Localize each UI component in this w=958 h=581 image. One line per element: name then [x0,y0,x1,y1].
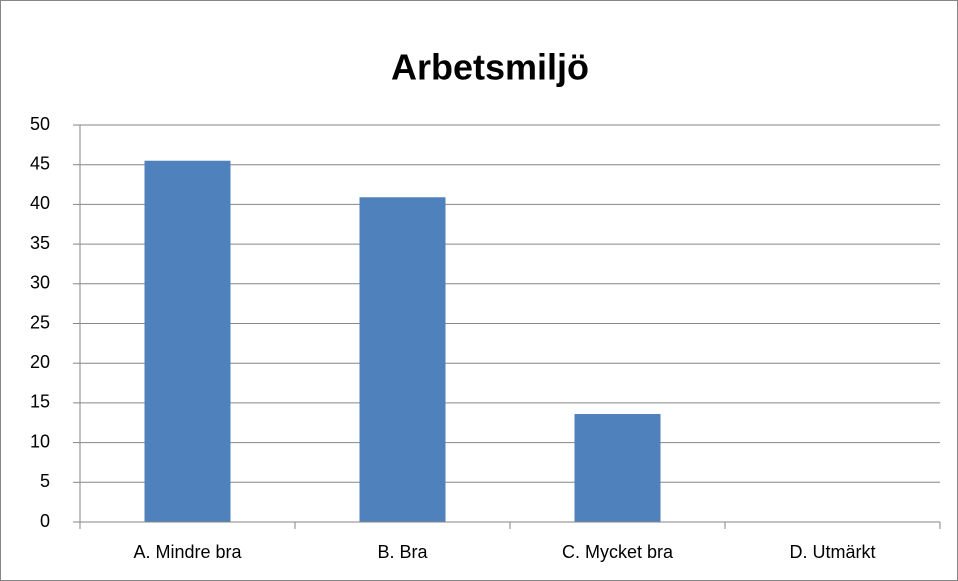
bar [359,197,446,522]
y-tick-label: 0 [40,511,50,531]
x-tick-label: C. Mycket bra [562,542,674,562]
x-tick-label: D. Utmärkt [789,542,875,562]
chart-title: Arbetsmiljö [391,47,589,88]
bar [574,414,661,522]
y-tick-label: 10 [30,431,50,451]
y-tick-label: 25 [30,312,50,332]
bar [144,160,231,523]
y-tick-label: 5 [40,471,50,491]
y-tick-label: 35 [30,233,50,253]
x-tick-label: A. Mindre bra [133,542,242,562]
y-tick-label: 45 [30,153,50,173]
y-tick-label: 15 [30,392,50,412]
y-tick-label: 30 [30,273,50,293]
y-tick-label: 40 [30,193,50,213]
y-tick-label: 50 [30,114,50,134]
x-tick-label: B. Bra [377,542,428,562]
y-tick-label: 20 [30,352,50,372]
